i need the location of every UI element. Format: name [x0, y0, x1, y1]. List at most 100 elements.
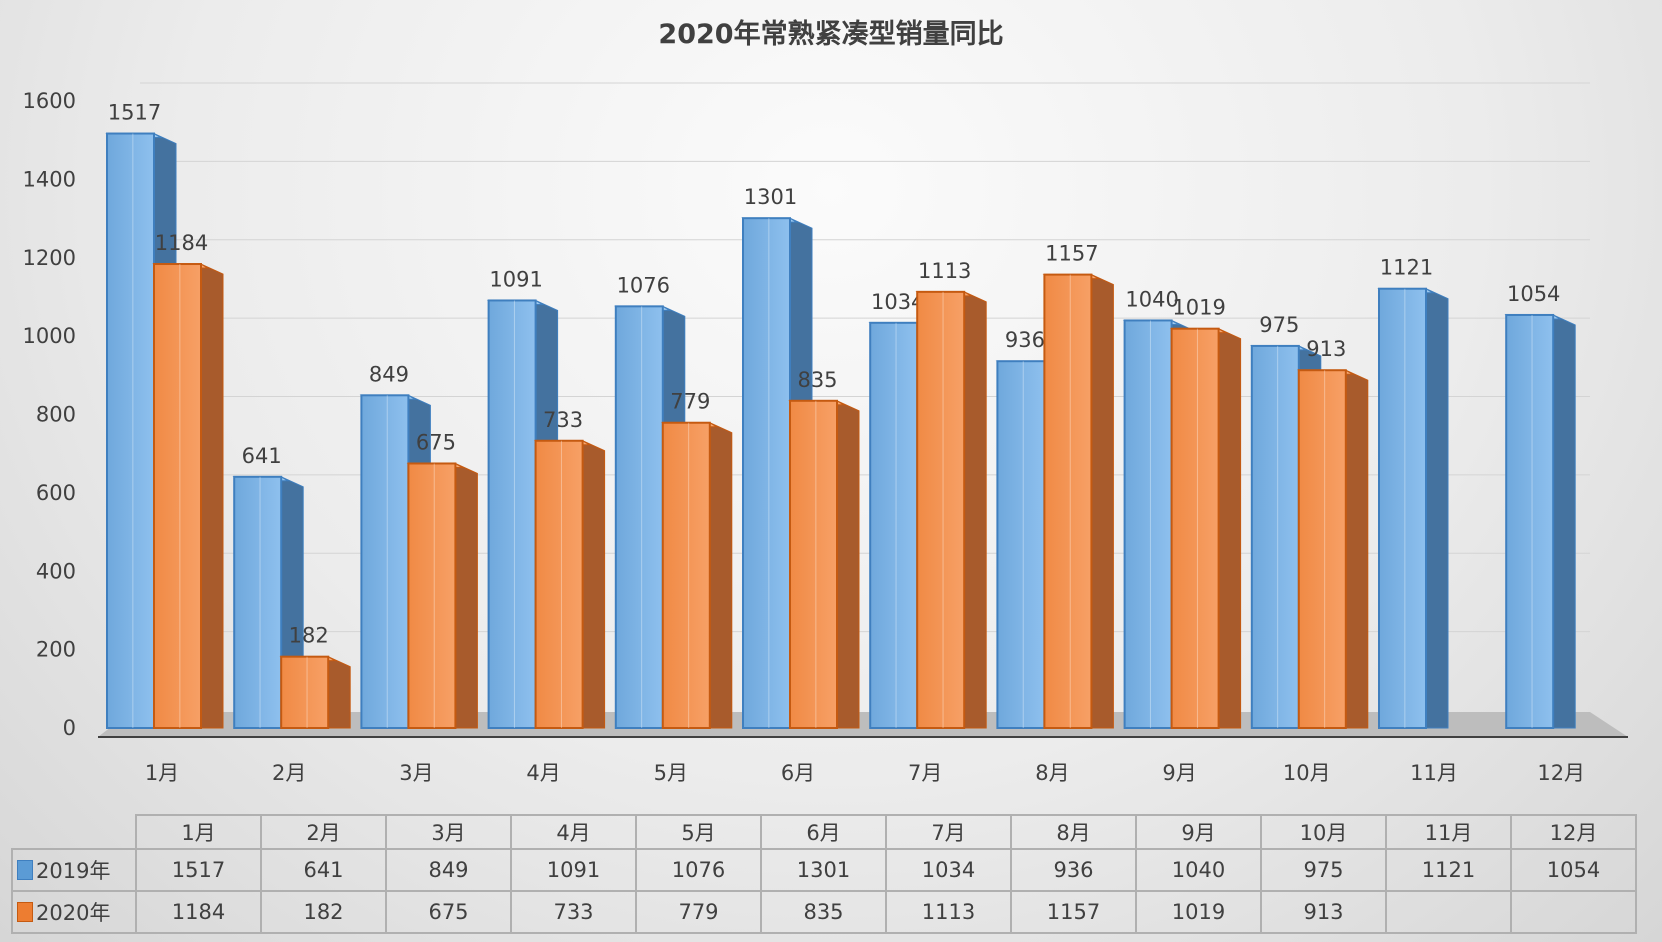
y-tick-label: 400 [36, 559, 76, 583]
bar-side [836, 400, 860, 729]
bar-side [1552, 314, 1576, 729]
table-header-cell: 6月 [760, 814, 887, 850]
x-tick-label: 12月 [1537, 761, 1585, 785]
bar-side [200, 263, 224, 729]
data-label: 849 [369, 362, 409, 386]
data-label: 1040 [1125, 287, 1178, 311]
legend-label: 2020年 [36, 901, 111, 925]
table-cell: 936 [1010, 848, 1137, 892]
data-label: 975 [1259, 313, 1299, 337]
table-cell: 641 [260, 848, 387, 892]
x-tick-label: 5月 [654, 761, 688, 785]
bar-side [709, 421, 733, 729]
bar-2019年-5月 [614, 305, 664, 729]
legend-entry: 2019年 [11, 848, 137, 892]
table-cell: 1054 [1510, 848, 1637, 892]
bar-2020年-4月 [534, 439, 584, 729]
table-cell: 849 [385, 848, 512, 892]
table-cell: 1076 [635, 848, 762, 892]
x-tick-label: 11月 [1410, 761, 1458, 785]
bar-2019年-4月 [487, 299, 537, 729]
table-cell: 1517 [135, 848, 262, 892]
data-label: 1091 [489, 267, 542, 291]
bar-side [963, 291, 987, 729]
table-cell: 1034 [885, 848, 1012, 892]
bar-2020年-7月 [916, 290, 966, 729]
table-header-cell: 9月 [1135, 814, 1262, 850]
bar-2019年-9月 [1123, 319, 1173, 729]
bar-2020年-1月 [153, 263, 202, 729]
y-tick-label: 600 [36, 481, 76, 505]
table-cell: 1184 [135, 890, 262, 934]
bar-side [582, 439, 606, 729]
y-tick-label: 200 [36, 638, 76, 662]
y-tick-label: 1000 [23, 324, 76, 348]
table-row: 2020年 1184 182 675 733 779 835 1113 1157 1019 913 [11, 890, 1637, 934]
table-header-cell: 11月 [1385, 814, 1512, 850]
chart-plot: 0 200 400 600 800 1000 1200 1400 1600 1517 1184 1月 6… [23, 82, 1628, 785]
data-label: 1184 [155, 231, 208, 255]
x-tick-label: 10月 [1283, 761, 1331, 785]
data-label: 1113 [918, 259, 971, 283]
table-cell: 1157 [1010, 890, 1137, 934]
table-cell: 182 [260, 890, 387, 934]
table-cell: 733 [510, 890, 637, 934]
data-label: 733 [543, 408, 583, 432]
table-cell: 1113 [885, 890, 1012, 934]
table-corner [12, 815, 136, 850]
bar-2019年-6月 [742, 217, 791, 729]
bar-2019年-8月 [996, 360, 1046, 729]
x-tick-label: 8月 [1035, 761, 1069, 785]
bar-2019年-11月 [1378, 287, 1427, 729]
table-cell: 1040 [1135, 848, 1262, 892]
y-tick-label: 1400 [23, 167, 76, 191]
data-label: 1054 [1507, 282, 1560, 306]
bar-2020年-9月 [1170, 327, 1220, 729]
bar-side [1218, 327, 1242, 729]
table-row: 2019年 1517 641 849 1091 1076 1301 1034 936 1040 97… [11, 848, 1637, 892]
chart-floor [98, 712, 1628, 737]
x-tick-label: 6月 [781, 761, 815, 785]
table-header-cell: 10月 [1260, 814, 1387, 850]
table-header-cell: 2月 [260, 814, 387, 850]
bar-side [1345, 369, 1369, 729]
data-label: 675 [416, 430, 456, 454]
table-cell: 1019 [1135, 890, 1262, 934]
table-cell: 835 [760, 890, 887, 934]
data-label: 641 [242, 444, 282, 468]
y-tick-label: 0 [63, 716, 76, 740]
table-header-cell: 8月 [1010, 814, 1137, 850]
data-label: 913 [1306, 337, 1346, 361]
y-tick-label: 800 [36, 403, 76, 427]
bar-2020年-3月 [407, 462, 457, 729]
table-cell: 779 [635, 890, 762, 934]
table-header-cell: 3月 [385, 814, 512, 850]
bar-2020年-10月 [1297, 369, 1347, 729]
legend-swatch-icon [17, 902, 33, 922]
table-cell: 913 [1260, 890, 1387, 934]
legend-swatch-icon [17, 860, 33, 880]
table-header-cell: 1月 [135, 814, 262, 850]
table-header-row: 1月 2月 3月 4月 5月 6月 7月 8月 9月 10月 11月 12月 [12, 814, 1637, 850]
table-header-cell: 12月 [1510, 814, 1637, 850]
bar-2020年-5月 [661, 421, 711, 729]
bar-2019年-1月 [106, 132, 155, 729]
bar-2020年-6月 [789, 399, 838, 729]
data-label: 1076 [617, 273, 670, 297]
bar-side [1090, 273, 1114, 729]
table-cell: 675 [385, 890, 512, 934]
data-label: 1157 [1045, 242, 1098, 266]
data-label: 1034 [871, 290, 924, 314]
bar-2020年-8月 [1043, 273, 1093, 729]
x-tick-label: 1月 [145, 761, 179, 785]
table-cell [1385, 890, 1512, 934]
bar-2019年-10月 [1250, 344, 1300, 729]
data-table: 1月 2月 3月 4月 5月 6月 7月 8月 9月 10月 11月 12月 2019年 1517 641 8… [11, 814, 1637, 934]
table-header-cell: 5月 [635, 814, 762, 850]
table-header-cell: 7月 [885, 814, 1012, 850]
data-label: 779 [670, 390, 710, 414]
table-cell: 1121 [1385, 848, 1512, 892]
data-label: 1517 [108, 101, 161, 125]
table-header-cell: 4月 [510, 814, 637, 850]
bar-side [1425, 287, 1449, 729]
